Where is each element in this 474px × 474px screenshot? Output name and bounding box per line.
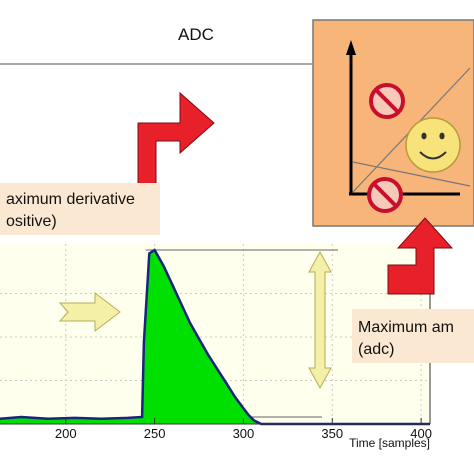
- x-tick-label: 250: [144, 426, 166, 441]
- x-ticks: 200 250 300 350 400: [55, 418, 432, 441]
- signal-line: [0, 248, 430, 426]
- no-entry-icon: [367, 177, 403, 213]
- no-entry-icon: [369, 83, 405, 119]
- annotation-box: [0, 183, 160, 235]
- x-tick-label: 300: [233, 426, 255, 441]
- red-arrow-upper-icon: [137, 91, 215, 204]
- annotation-line-1: Maximum am: [358, 319, 454, 336]
- x-tick-label: 350: [321, 426, 343, 441]
- yellow-arrow-icon: [58, 291, 121, 333]
- x-tick-label: 200: [55, 426, 77, 441]
- x-axis-label: Time [samples]: [349, 436, 430, 450]
- annotation-box: [352, 309, 474, 363]
- red-arrow-lower-icon: [387, 217, 454, 295]
- annotation-line-2: (adc): [358, 341, 394, 358]
- inset-y-arrowhead: [346, 40, 356, 55]
- inset-panel: [312, 19, 474, 227]
- chart-title: ADC: [178, 25, 214, 44]
- annotation-line-1: aximum derivative: [6, 191, 135, 208]
- annotation-max-amplitude: Maximum am (adc): [352, 309, 474, 363]
- inset-threshold-line: [352, 161, 471, 187]
- annotation-line-2: ositive): [6, 213, 57, 230]
- smiley-face-icon: [405, 117, 461, 173]
- plot-area: 200 250 300 350 400 Time [samples]: [0, 244, 432, 450]
- double-arrow-icon: [308, 250, 332, 390]
- signal-area: [0, 250, 262, 424]
- annotation-max-derivative: aximum derivative ositive): [0, 183, 160, 235]
- x-tick-label: 400: [410, 426, 432, 441]
